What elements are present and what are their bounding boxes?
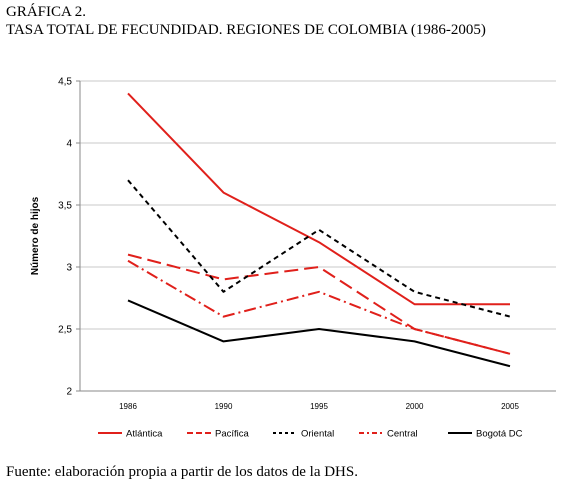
figure-title: TASA TOTAL DE FECUNDIDAD. REGIONES DE CO… (6, 22, 486, 38)
x-tick-labels: 1986 1990 1995 2000 2005 (119, 402, 519, 411)
y-tick-label: 2,5 (58, 325, 72, 336)
axes (76, 80, 556, 392)
legend-label-atlantica: Atlántica (126, 429, 163, 440)
y-tick-label: 3 (66, 263, 72, 274)
series-line-bogota-dc (127, 299, 511, 368)
series-lines (127, 92, 511, 368)
x-tick-label: 2005 (501, 402, 519, 411)
y-tick-label: 4 (66, 139, 72, 150)
y-tick-labels: 2 2,5 3 3,5 4 4,5 (58, 77, 72, 398)
legend-label-oriental: Oriental (301, 429, 334, 440)
legend-label-central: Central (387, 429, 418, 440)
fertility-line-chart: 2 2,5 3 3,5 4 4,5 1986 1990 1995 2000 2005 Número… (30, 77, 556, 440)
legend-label-pacifica: Pacífica (215, 429, 250, 440)
y-axis-label: Número de hijos (30, 196, 41, 275)
figure-label: GRÁFICA 2. (6, 4, 87, 20)
series-line-atlantica (127, 92, 510, 306)
x-tick-label: 1995 (310, 402, 328, 411)
x-tick-label: 2000 (406, 402, 424, 411)
y-tick-label: 4,5 (58, 77, 72, 88)
series-line-oriental (127, 179, 511, 318)
source-note: Fuente: elaboración propia a partir de l… (6, 464, 358, 480)
legend-label-bogota-dc: Bogotá DC (476, 429, 523, 440)
y-tick-label: 3,5 (58, 201, 72, 212)
x-tick-label: 1986 (119, 402, 137, 411)
y-tick-label: 2 (66, 387, 72, 398)
legend: Atlántica Pacífica Oriental Central Bogotá D… (98, 429, 523, 440)
series-line-pacifica (127, 253, 511, 355)
x-tick-label: 1990 (215, 402, 233, 411)
grid-lines (80, 80, 556, 330)
series-line-central (127, 259, 511, 355)
